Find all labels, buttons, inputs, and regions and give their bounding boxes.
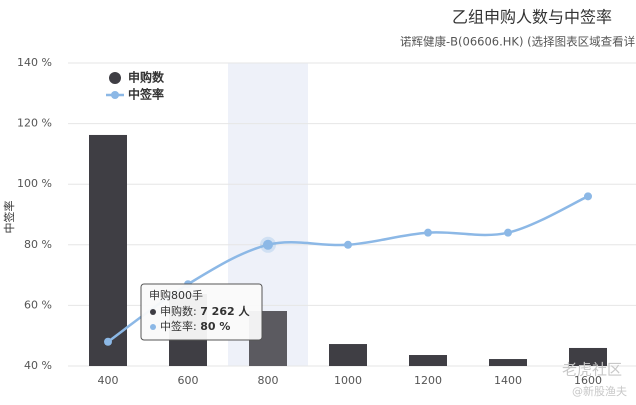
watermark: @新股渔夫 [572, 384, 627, 398]
marker [424, 228, 432, 237]
tooltip-sep: : [193, 305, 200, 318]
x-tick-label: 1600 [574, 374, 602, 387]
tooltip-item: 中签率: 80 % [160, 319, 230, 333]
tooltip-box [140, 283, 263, 341]
bar [89, 134, 127, 366]
y-tick-label: 140 % [17, 56, 52, 69]
x-tick-label: 1400 [494, 374, 522, 387]
legend-symbol [109, 72, 121, 84]
bar [329, 344, 367, 366]
y-tick-label: 120 % [17, 117, 52, 130]
legend-symbol [111, 91, 119, 99]
chart-title: 乙组申购人数与中签率 [452, 8, 612, 27]
marker [104, 337, 112, 346]
tooltip-name: 申购数 [160, 304, 193, 318]
marker [344, 240, 352, 249]
tooltip-dot [150, 309, 156, 315]
y-tick-label: 80 % [24, 238, 52, 251]
marker [584, 192, 592, 201]
legend-label: 中签率 [128, 87, 164, 102]
bar [569, 347, 607, 366]
chart-subtitle: 诺辉健康-B(06606.HK) (选择图表区域查看详 [400, 35, 635, 49]
tooltip-title: 申购800手 [149, 288, 203, 302]
tooltip-item: 申购数: 7 262 人 [160, 304, 250, 318]
y-tick-label: 40 % [24, 359, 52, 372]
marker [263, 239, 273, 250]
bar [409, 355, 447, 366]
tooltip-dot [150, 324, 156, 330]
x-tick-label: 800 [258, 374, 279, 387]
x-tick-label: 1000 [334, 374, 362, 387]
y-tick-label: 100 % [17, 177, 52, 190]
y-tick-label: 60 % [24, 298, 52, 311]
marker [504, 228, 512, 237]
bar [489, 359, 527, 366]
tooltip-value: 7 262 人 [200, 304, 250, 318]
x-tick-label: 1200 [414, 374, 442, 387]
x-tick-label: 400 [98, 374, 119, 387]
tooltip-name: 中签率 [160, 319, 193, 333]
x-tick-label: 600 [178, 374, 199, 387]
watermark: 老虎社区 [562, 361, 622, 379]
legend-label: 申购数 [128, 70, 165, 85]
y-axis-label: 中签率 [2, 201, 16, 234]
tooltip-sep: : [193, 320, 200, 333]
tooltip-value: 80 % [200, 320, 230, 333]
